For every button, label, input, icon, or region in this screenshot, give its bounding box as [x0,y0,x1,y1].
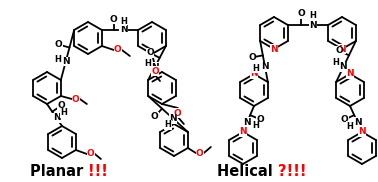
Text: O: O [196,149,204,157]
Text: O: O [146,48,154,57]
Text: H: H [54,55,62,64]
Text: N: N [239,128,247,136]
Text: H: H [120,17,127,25]
Text: N: N [151,63,158,72]
Text: !!!: !!! [88,165,108,179]
Text: O: O [110,15,118,23]
Text: N: N [243,118,251,127]
Text: O: O [248,53,256,62]
Text: ?!!!: ?!!! [278,165,307,179]
Text: Planar: Planar [29,165,88,179]
Text: N: N [354,118,361,127]
Text: N: N [358,128,366,136]
Text: O: O [55,40,63,49]
Text: H: H [332,58,339,67]
Text: O: O [72,94,80,104]
Text: N: N [250,70,258,78]
Text: N: N [62,57,70,66]
Text: H: H [310,11,316,21]
Text: N: N [270,45,278,54]
Text: H: H [144,59,151,68]
Text: N: N [120,25,127,35]
Text: O: O [297,9,305,19]
Text: O: O [174,108,182,118]
Text: O: O [114,46,122,54]
Text: N: N [346,70,354,78]
Text: O: O [151,112,158,121]
Text: H: H [60,108,67,117]
Text: H: H [252,121,259,130]
Text: N: N [169,114,177,123]
Text: O: O [335,46,343,55]
Text: O: O [340,115,348,124]
Text: O: O [87,149,95,159]
Text: N: N [261,62,269,71]
Text: N: N [309,21,317,29]
Text: N: N [338,45,346,54]
Text: Helical: Helical [217,165,278,179]
Text: H: H [164,120,171,129]
Text: O: O [151,66,159,76]
Text: H: H [346,122,353,131]
Text: O: O [256,115,264,124]
Text: N: N [339,62,347,71]
Text: N: N [53,113,60,122]
Text: O: O [57,101,65,110]
Text: H: H [253,64,260,73]
